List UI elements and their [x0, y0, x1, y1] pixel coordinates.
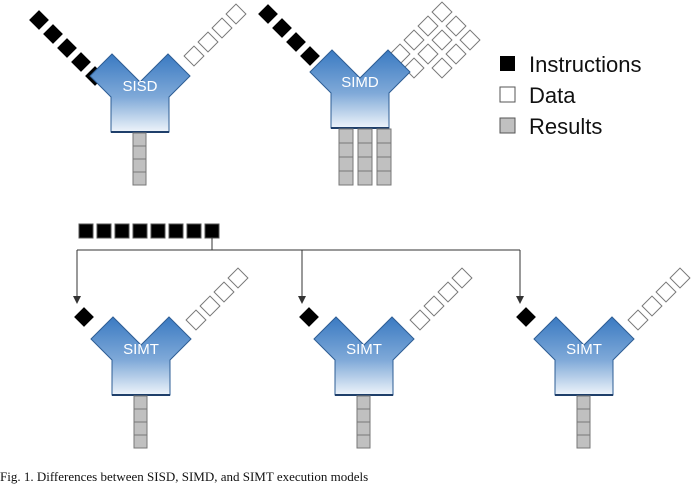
- simd-label: SIMD: [341, 74, 379, 91]
- simt-2-result-stream: [356, 395, 371, 449]
- simt-1-data-stream: [185, 267, 249, 331]
- simt-unit-1: SIMT: [74, 267, 249, 449]
- simt-3-instruction: [516, 307, 536, 327]
- simt-1-instruction: [74, 307, 94, 327]
- legend-instructions-swatch: [500, 56, 515, 71]
- sisd-label: SISD: [122, 78, 157, 95]
- simt-unit-2: SIMT: [299, 267, 473, 449]
- simt-3-data-stream: [627, 267, 691, 331]
- simt-3-result-stream: [576, 395, 591, 449]
- legend-results-label: Results: [529, 114, 602, 139]
- simt-2-processor: SIMT: [313, 316, 415, 396]
- simt-2-data-stream: [409, 267, 473, 331]
- simd-processor: SIMD: [309, 49, 411, 129]
- simt-instruction-bus: [73, 223, 524, 304]
- simt-2-instruction: [299, 307, 319, 327]
- simd-unit: SIMD: [258, 1, 481, 186]
- simt-1-label: SIMT: [123, 341, 159, 358]
- figure-caption: Fig. 1. Differences between SISD, SIMD, …: [0, 469, 368, 484]
- simt-unit-3: SIMT: [516, 267, 691, 449]
- legend: Instructions Data Results: [499, 52, 642, 139]
- legend-data-label: Data: [529, 83, 576, 108]
- legend-results-swatch: [499, 117, 516, 134]
- sisd-data-stream: [183, 3, 247, 67]
- simt-3-processor: SIMT: [533, 316, 635, 396]
- simt-1-processor: SIMT: [90, 316, 192, 396]
- legend-data-swatch: [499, 86, 516, 103]
- sisd-processor: SISD: [89, 53, 191, 133]
- simt-2-label: SIMT: [346, 341, 382, 358]
- simt-3-label: SIMT: [566, 341, 602, 358]
- legend-instructions-label: Instructions: [529, 52, 642, 77]
- sisd-unit: SISD: [29, 3, 247, 186]
- simd-result-streams: [338, 128, 392, 186]
- simt-1-result-stream: [133, 395, 148, 449]
- sisd-result-stream: [132, 132, 147, 186]
